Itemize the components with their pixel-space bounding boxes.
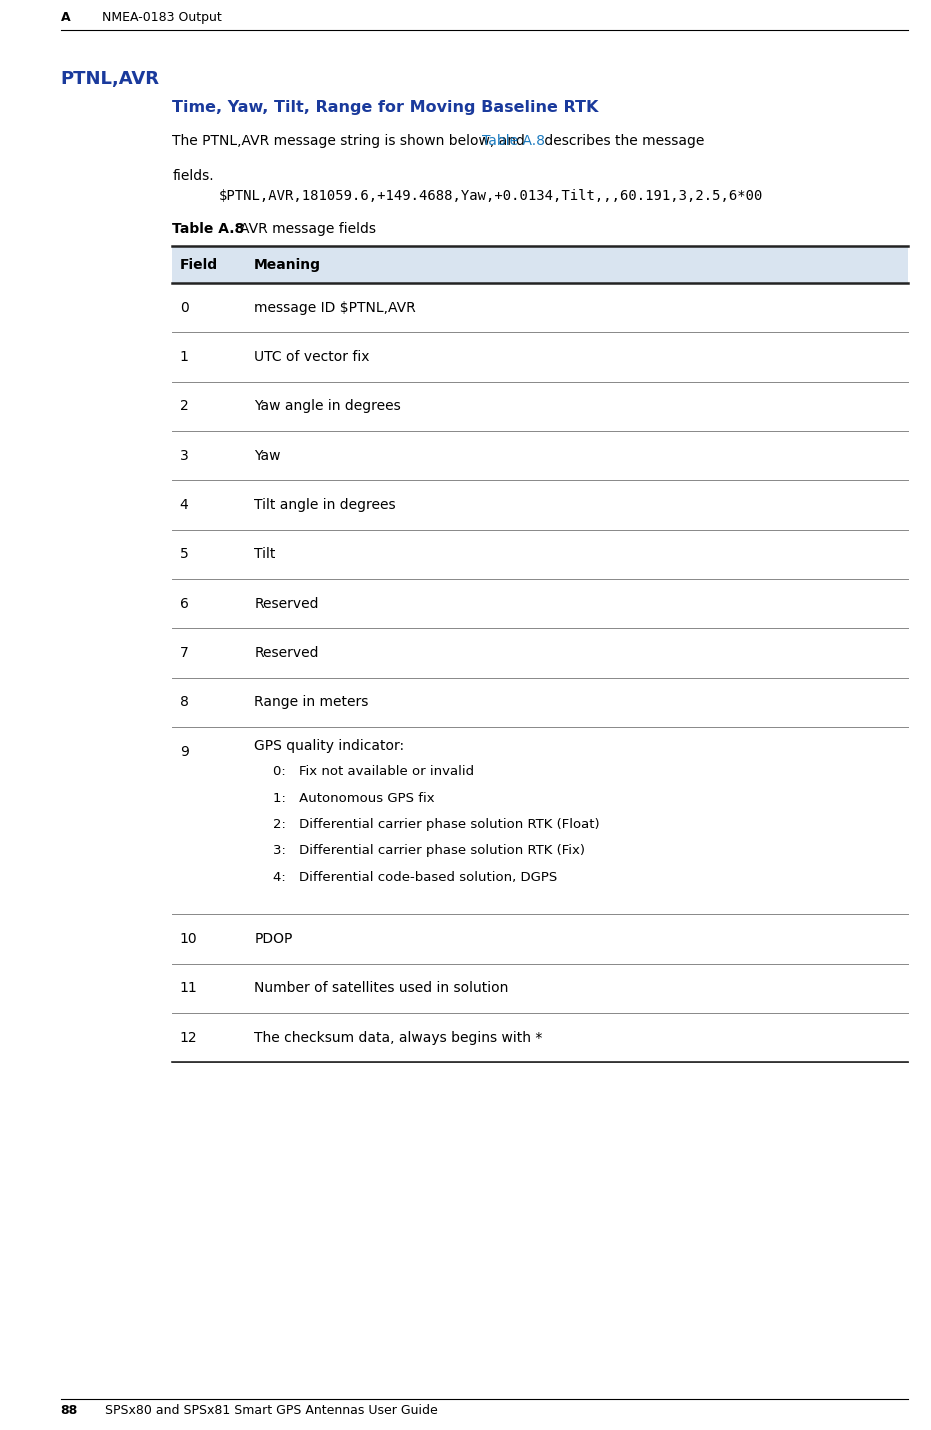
Text: 9: 9 — [180, 745, 189, 759]
Text: 2: 2 — [180, 399, 188, 413]
Text: 0: 0 — [180, 300, 188, 315]
Text: 7: 7 — [180, 646, 188, 661]
Text: AVR message fields: AVR message fields — [240, 222, 376, 236]
Text: 4: 4 — [180, 498, 188, 512]
Text: 1: 1 — [180, 350, 189, 365]
Text: Time, Yaw, Tilt, Range for Moving Baseline RTK: Time, Yaw, Tilt, Range for Moving Baseli… — [172, 100, 599, 114]
Text: Yaw angle in degrees: Yaw angle in degrees — [254, 399, 401, 413]
Text: Table A.8: Table A.8 — [482, 134, 546, 149]
Text: 12: 12 — [180, 1031, 197, 1045]
FancyBboxPatch shape — [172, 246, 908, 283]
Text: 3: 3 — [180, 449, 188, 463]
Text: UTC of vector fix: UTC of vector fix — [254, 350, 370, 365]
Text: Table A.8: Table A.8 — [172, 222, 245, 236]
Text: 4:  Differential code-based solution, DGPS: 4: Differential code-based solution, DGP… — [273, 871, 557, 884]
Text: message ID $PTNL,AVR: message ID $PTNL,AVR — [254, 300, 416, 315]
Text: 88: 88 — [61, 1404, 78, 1417]
Text: Field: Field — [180, 257, 218, 272]
Text: describes the message: describes the message — [540, 134, 705, 149]
Text: 2:  Differential carrier phase solution RTK (Float): 2: Differential carrier phase solution R… — [273, 818, 600, 831]
Text: 1:  Autonomous GPS fix: 1: Autonomous GPS fix — [273, 791, 435, 805]
Text: The PTNL,AVR message string is shown below, and: The PTNL,AVR message string is shown bel… — [172, 134, 530, 149]
Text: fields.: fields. — [172, 169, 214, 183]
Text: 0:  Fix not available or invalid: 0: Fix not available or invalid — [273, 765, 474, 778]
Text: PTNL,AVR: PTNL,AVR — [61, 70, 159, 89]
Text: Tilt: Tilt — [254, 548, 276, 562]
Text: GPS quality indicator:: GPS quality indicator: — [254, 738, 404, 752]
Text: Reserved: Reserved — [254, 596, 318, 611]
Text: Tilt angle in degrees: Tilt angle in degrees — [254, 498, 396, 512]
Text: 10: 10 — [180, 932, 197, 947]
Text: 11: 11 — [180, 981, 197, 995]
Text: Yaw: Yaw — [254, 449, 280, 463]
Text: 8: 8 — [180, 695, 189, 709]
Text: 6: 6 — [180, 596, 189, 611]
Text: Reserved: Reserved — [254, 646, 318, 661]
Text: PDOP: PDOP — [254, 932, 292, 947]
Text: $PTNL,AVR,181059.6,+149.4688,Yaw,+0.0134,Tilt,,,60.191,3,2.5,6*00: $PTNL,AVR,181059.6,+149.4688,Yaw,+0.0134… — [219, 189, 763, 203]
Text: Range in meters: Range in meters — [254, 695, 369, 709]
Text: Meaning: Meaning — [254, 257, 321, 272]
Text: 3:  Differential carrier phase solution RTK (Fix): 3: Differential carrier phase solution R… — [273, 844, 585, 858]
Text: SPSx80 and SPSx81 Smart GPS Antennas User Guide: SPSx80 and SPSx81 Smart GPS Antennas Use… — [105, 1404, 438, 1417]
Text: Number of satellites used in solution: Number of satellites used in solution — [254, 981, 508, 995]
Text: A: A — [61, 11, 70, 24]
Text: 5: 5 — [180, 548, 188, 562]
Text: NMEA-0183 Output: NMEA-0183 Output — [102, 11, 223, 24]
Text: The checksum data, always begins with *: The checksum data, always begins with * — [254, 1031, 543, 1045]
